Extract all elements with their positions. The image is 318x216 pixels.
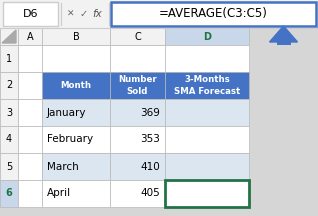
Text: Number
Sold: Number Sold [118,75,157,95]
Bar [42,180,110,207]
Bar [0,28,18,45]
Bar [165,153,249,180]
Text: A: A [27,32,33,41]
Text: March: March [47,162,79,172]
Text: 1: 1 [6,54,12,64]
Text: 3: 3 [6,108,12,118]
Bar [18,45,42,72]
Bar [165,99,249,126]
Text: 353: 353 [140,135,160,145]
Text: 4: 4 [6,135,12,145]
Bar [0,0,318,28]
Text: =AVERAGE(C3:C5): =AVERAGE(C3:C5) [159,8,268,21]
Polygon shape [269,26,298,42]
Bar [18,153,42,180]
Text: D6: D6 [23,9,38,19]
Text: 3-Months
SMA Forecast: 3-Months SMA Forecast [174,75,240,95]
Text: 6: 6 [6,189,12,199]
Text: January: January [47,108,86,118]
Bar [0,99,18,126]
Bar [42,45,110,72]
Text: 5: 5 [6,162,12,172]
Text: 410: 410 [140,162,160,172]
Bar [42,72,110,99]
Text: Month: Month [60,81,92,90]
Bar [110,99,165,126]
Bar [165,180,249,207]
Bar [0,45,18,72]
Bar [110,153,165,180]
Bar [110,28,165,45]
Text: ✓: ✓ [80,9,88,19]
Bar [110,180,165,207]
Text: C: C [134,32,141,41]
Bar [18,99,42,126]
Text: fx: fx [92,9,102,19]
Bar [110,72,165,99]
Bar [110,45,165,72]
Bar [165,45,249,72]
Text: 369: 369 [140,108,160,118]
Bar [165,28,249,45]
Text: B: B [73,32,80,41]
Bar [3,2,58,26]
Text: April: April [47,189,71,199]
Bar [111,2,316,26]
Bar [165,126,249,153]
Text: February: February [47,135,93,145]
Bar [18,126,42,153]
Bar [110,126,165,153]
Bar [42,126,110,153]
Text: D: D [203,32,211,41]
Bar [18,28,42,45]
Bar [165,72,249,99]
Bar [0,153,18,180]
Bar [18,72,42,99]
Text: 405: 405 [140,189,160,199]
Text: 377: 377 [224,189,244,199]
Text: ✕: ✕ [67,10,75,19]
Bar [18,180,42,207]
Bar [0,126,18,153]
Bar [42,99,110,126]
Bar [0,180,18,207]
Polygon shape [2,30,16,43]
Bar [42,28,110,45]
Bar [42,153,110,180]
Text: 2: 2 [6,81,12,91]
Bar [0,72,18,99]
